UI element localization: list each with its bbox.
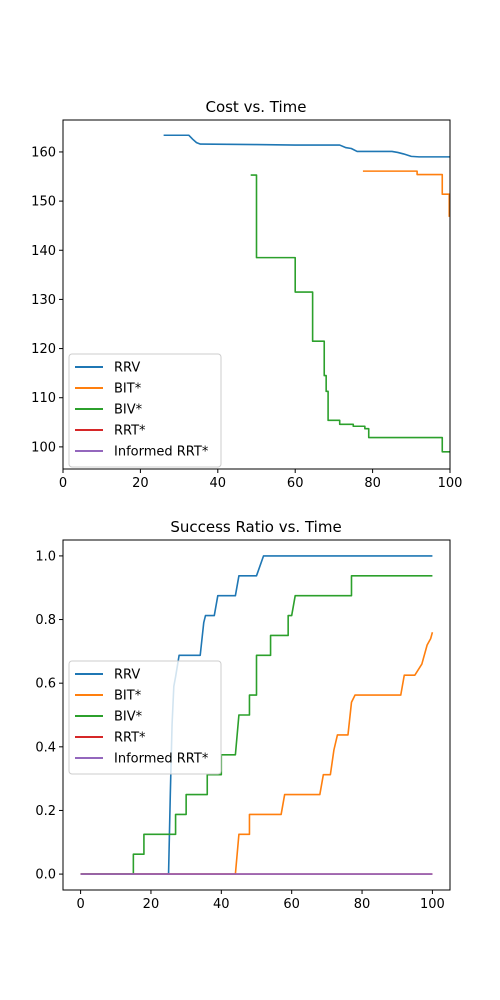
cost-legend: RRV BIT* BIV* RRT* Informed RRT* bbox=[68, 353, 222, 468]
cost-y-tick-label: 110 bbox=[31, 391, 56, 406]
cost-y-tick-label: 120 bbox=[31, 342, 56, 357]
success-x-tick-label: 0 bbox=[76, 897, 84, 912]
success-legend-label-bit-star: BIT* bbox=[114, 689, 142, 704]
cost-legend-label-rrt-star: RRT* bbox=[114, 424, 146, 439]
cost-y-tick-label: 160 bbox=[31, 145, 56, 160]
success-legend-label-biv-star: BIV* bbox=[114, 710, 143, 725]
success-y-tick-label: 1.0 bbox=[35, 549, 56, 564]
success-series-line-biv-star bbox=[80, 575, 433, 875]
cost-chart-title: Cost vs. Time bbox=[205, 98, 306, 116]
success-y-tick-label: 0.8 bbox=[35, 613, 56, 628]
cost-y-tick-label: 150 bbox=[31, 195, 56, 210]
success-x-tick-label: 40 bbox=[213, 897, 230, 912]
cost-series-group bbox=[163, 134, 450, 453]
success-x-tick-label: 100 bbox=[420, 897, 445, 912]
cost-axes-frame bbox=[62, 119, 451, 470]
success-legend: RRV BIT* BIV* RRT* Informed RRT* bbox=[68, 660, 222, 775]
success-legend-label-rrt-star: RRT* bbox=[114, 731, 146, 746]
cost-legend-label-biv-star: BIV* bbox=[114, 403, 143, 418]
success-ratio-vs-time-plot: Success Ratio vs. Time 0 20 40 60 80 100 0.0 0.… bbox=[35, 518, 451, 912]
cost-y-tick-label: 140 bbox=[31, 244, 56, 259]
cost-series-line-biv-star bbox=[250, 174, 450, 453]
cost-y-tick-label: 130 bbox=[31, 293, 56, 308]
cost-x-tick-label: 100 bbox=[438, 476, 463, 491]
cost-y-tick-label: 100 bbox=[31, 440, 56, 455]
success-legend-label-informed-rrt-star: Informed RRT* bbox=[114, 752, 209, 767]
success-legend-box bbox=[68, 660, 222, 775]
cost-legend-label-rrv: RRV bbox=[114, 361, 140, 376]
success-x-tick-label: 20 bbox=[143, 897, 160, 912]
cost-x-tick-label: 20 bbox=[132, 476, 149, 491]
success-chart-title: Success Ratio vs. Time bbox=[170, 518, 341, 536]
cost-vs-time-plot: Cost vs. Time 0 20 40 60 80 100 100 110 120 130 14… bbox=[31, 98, 462, 491]
cost-x-tick-label: 40 bbox=[210, 476, 227, 491]
success-series-line-bit-star bbox=[80, 632, 434, 875]
cost-x-tick-label: 80 bbox=[364, 476, 381, 491]
success-y-tick-label: 0.2 bbox=[35, 804, 56, 819]
cost-legend-box bbox=[68, 353, 222, 468]
success-x-tick-label: 60 bbox=[283, 897, 300, 912]
success-x-tick-label: 80 bbox=[354, 897, 371, 912]
success-y-tick-label: 0.6 bbox=[35, 677, 56, 692]
cost-x-tick-label: 60 bbox=[287, 476, 304, 491]
success-legend-label-rrv: RRV bbox=[114, 668, 140, 683]
success-y-tick-label: 0.4 bbox=[35, 740, 56, 755]
cost-series-line-rrv bbox=[163, 134, 450, 158]
cost-legend-label-bit-star: BIT* bbox=[114, 382, 142, 397]
success-y-tick-label: 0.0 bbox=[35, 868, 56, 883]
success-axes-frame bbox=[62, 539, 451, 891]
cost-legend-label-informed-rrt-star: Informed RRT* bbox=[114, 445, 209, 460]
cost-series-line-bit-star bbox=[362, 170, 450, 217]
cost-x-tick-label: 0 bbox=[59, 476, 67, 491]
